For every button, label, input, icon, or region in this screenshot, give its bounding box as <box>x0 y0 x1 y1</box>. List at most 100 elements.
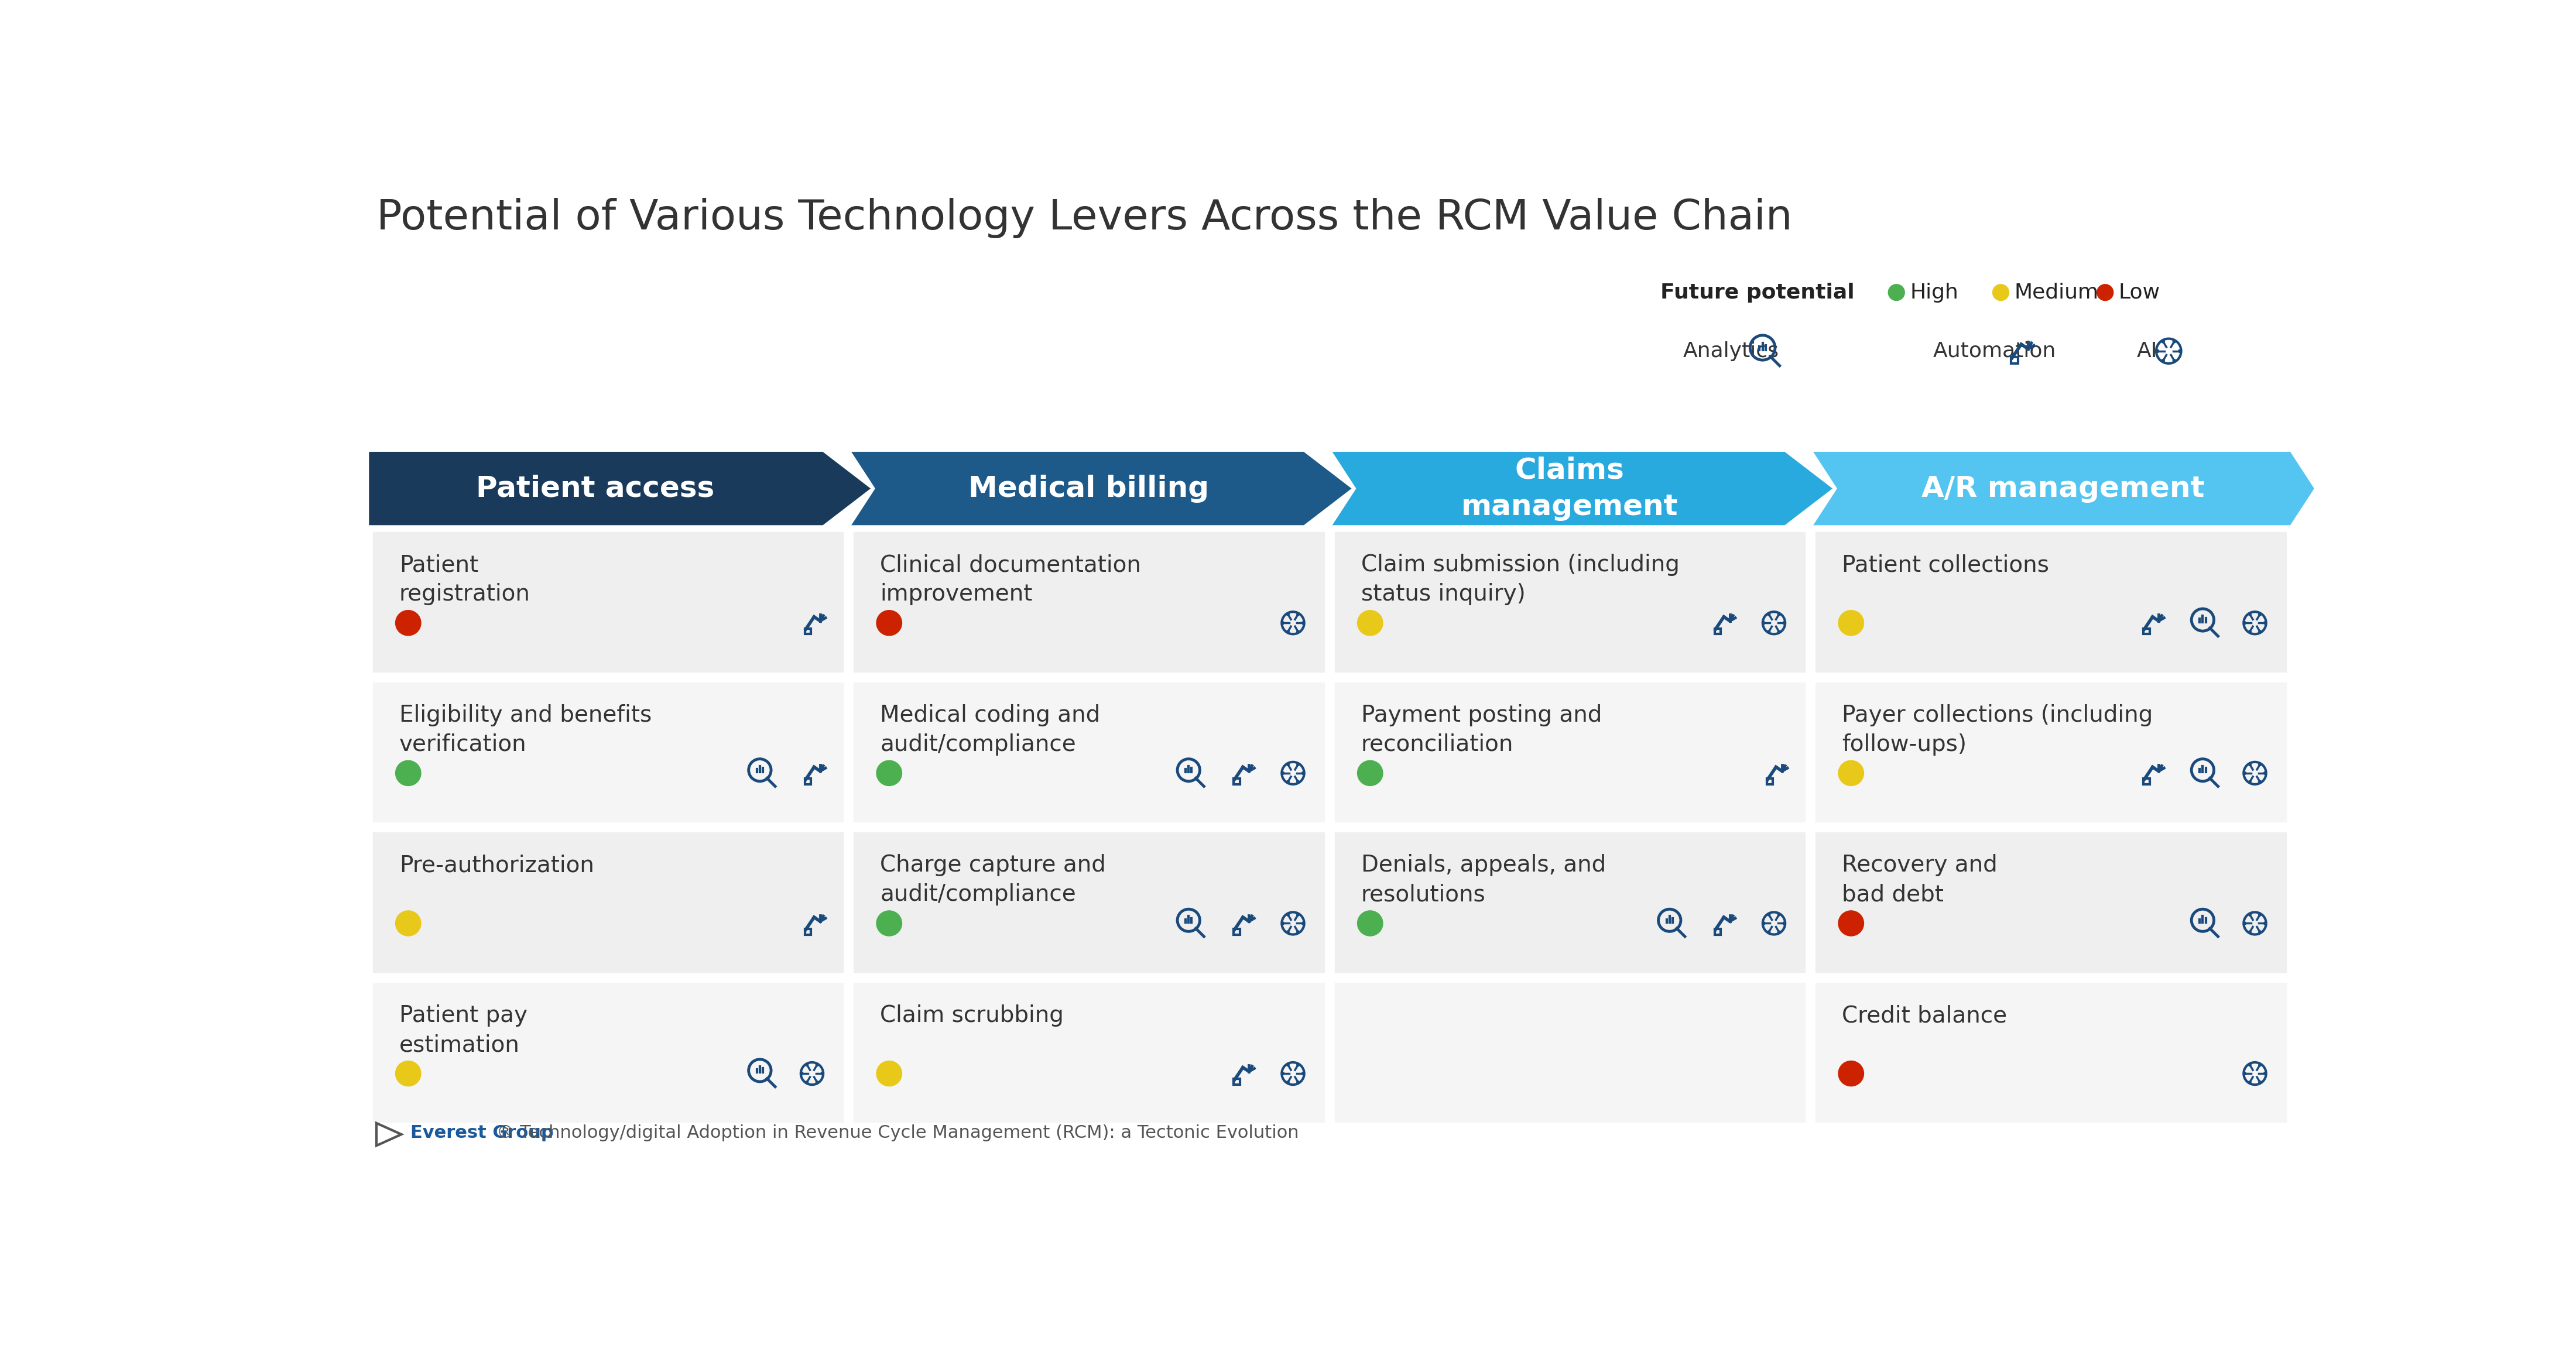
Text: Clinical documentation
improvement: Clinical documentation improvement <box>881 554 1141 605</box>
Bar <box>1332 530 1808 674</box>
Circle shape <box>2161 359 2164 363</box>
Text: Payer collections (including
follow-ups): Payer collections (including follow-ups) <box>1842 704 2154 756</box>
Bar <box>1332 679 1808 825</box>
Circle shape <box>1777 631 1780 634</box>
Bar <box>850 530 1327 674</box>
Bar <box>850 980 1327 1124</box>
Circle shape <box>1296 631 1298 634</box>
Circle shape <box>1767 613 1770 616</box>
Text: Low: Low <box>2117 283 2161 302</box>
Text: Potential of Various Technology Levers Across the RCM Value Chain: Potential of Various Technology Levers A… <box>376 198 1793 239</box>
Bar <box>850 830 1327 975</box>
Circle shape <box>2249 613 2251 616</box>
Circle shape <box>2259 613 2262 616</box>
Circle shape <box>2249 913 2251 917</box>
Circle shape <box>1280 922 1285 925</box>
Circle shape <box>801 1072 804 1074</box>
Circle shape <box>1358 611 1383 635</box>
Circle shape <box>1783 922 1785 925</box>
Text: ® Technology/digital Adoption in Revenue Cycle Management (RCM): a Tectonic Evol: ® Technology/digital Adoption in Revenue… <box>497 1124 1298 1142</box>
Circle shape <box>876 911 902 936</box>
Circle shape <box>1777 913 1780 917</box>
Circle shape <box>1301 922 1303 925</box>
Text: A/R management: A/R management <box>1922 474 2205 503</box>
Circle shape <box>1296 780 1298 783</box>
Circle shape <box>397 1061 420 1086</box>
Text: Medical coding and
audit/compliance: Medical coding and audit/compliance <box>881 704 1100 756</box>
Circle shape <box>876 760 902 786</box>
Text: AI: AI <box>2138 341 2159 361</box>
Circle shape <box>1358 760 1383 786</box>
Text: Patient
registration: Patient registration <box>399 554 531 605</box>
Circle shape <box>2244 771 2246 775</box>
Circle shape <box>2244 621 2246 624</box>
Circle shape <box>1280 1072 1285 1074</box>
Circle shape <box>1280 621 1285 624</box>
Circle shape <box>2249 763 2251 766</box>
Text: Claim submission (including
status inquiry): Claim submission (including status inqui… <box>1360 554 1680 605</box>
Text: Analytics: Analytics <box>1682 341 1780 361</box>
Circle shape <box>2259 930 2262 934</box>
Circle shape <box>817 1081 819 1084</box>
Circle shape <box>1285 763 1291 766</box>
Circle shape <box>2259 1064 2262 1066</box>
Circle shape <box>1285 913 1291 917</box>
Circle shape <box>1839 1061 1865 1086</box>
Circle shape <box>2161 340 2164 342</box>
Circle shape <box>2264 621 2267 624</box>
Circle shape <box>1777 930 1780 934</box>
Text: Future potential: Future potential <box>1662 283 1855 302</box>
Bar <box>371 530 845 674</box>
Circle shape <box>2249 1064 2251 1066</box>
Circle shape <box>2249 930 2251 934</box>
Text: Patient pay
estimation: Patient pay estimation <box>399 1004 528 1055</box>
Circle shape <box>2249 1081 2251 1084</box>
Circle shape <box>2156 349 2159 353</box>
Text: Eligibility and benefits
verification: Eligibility and benefits verification <box>399 704 652 756</box>
Circle shape <box>2172 359 2177 363</box>
Circle shape <box>397 911 420 936</box>
Text: Charge capture and
audit/compliance: Charge capture and audit/compliance <box>881 855 1105 906</box>
Polygon shape <box>368 450 873 527</box>
Circle shape <box>2259 631 2262 634</box>
Circle shape <box>1301 771 1303 775</box>
Circle shape <box>1285 1064 1291 1066</box>
Circle shape <box>1296 1081 1298 1084</box>
Circle shape <box>1285 631 1291 634</box>
Circle shape <box>806 1081 809 1084</box>
Bar <box>371 980 845 1124</box>
Text: Patient collections: Patient collections <box>1842 554 2048 576</box>
Bar <box>1332 980 1808 1124</box>
Circle shape <box>1285 780 1291 783</box>
Circle shape <box>1358 911 1383 936</box>
Bar <box>1814 830 2287 975</box>
Circle shape <box>1296 763 1298 766</box>
Circle shape <box>1767 930 1770 934</box>
Text: Pre-authorization: Pre-authorization <box>399 855 595 876</box>
Circle shape <box>2249 631 2251 634</box>
Circle shape <box>876 1061 902 1086</box>
Circle shape <box>1839 911 1865 936</box>
Bar <box>850 679 1327 825</box>
Circle shape <box>1762 621 1765 624</box>
Text: Patient access: Patient access <box>477 474 714 503</box>
Text: Automation: Automation <box>1932 341 2056 361</box>
Text: Claims
management: Claims management <box>1461 456 1677 522</box>
Circle shape <box>2249 780 2251 783</box>
Circle shape <box>1839 611 1865 635</box>
Circle shape <box>2264 771 2267 775</box>
Circle shape <box>1767 631 1770 634</box>
Text: Payment posting and
reconciliation: Payment posting and reconciliation <box>1360 704 1602 756</box>
Circle shape <box>2179 349 2182 353</box>
Polygon shape <box>848 450 1355 527</box>
Bar <box>1814 530 2287 674</box>
Circle shape <box>1296 1064 1298 1066</box>
Circle shape <box>2259 780 2262 783</box>
Polygon shape <box>1329 450 1834 527</box>
Circle shape <box>1994 284 2009 301</box>
Circle shape <box>1285 613 1291 616</box>
Text: High: High <box>1909 283 1958 302</box>
Circle shape <box>2244 922 2246 925</box>
Circle shape <box>1762 922 1765 925</box>
Circle shape <box>1296 613 1298 616</box>
